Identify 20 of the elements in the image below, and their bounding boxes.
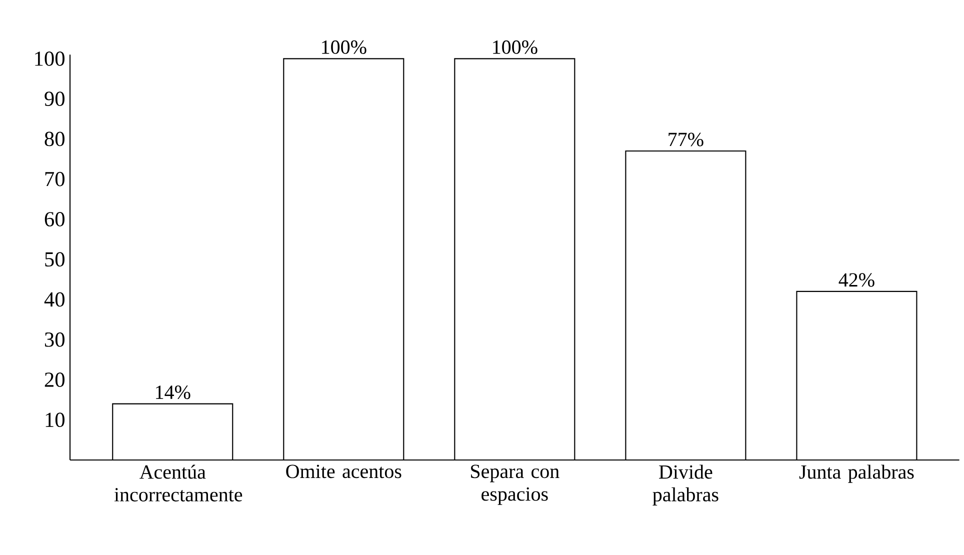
y-tick-label: 40 — [44, 292, 64, 307]
data-label: 100% — [493, 40, 538, 54]
y-tick-label: 20 — [44, 372, 64, 388]
data-label: 14% — [156, 386, 190, 400]
y-tick-label: 100 — [35, 52, 64, 66]
y-tick-label: 90 — [44, 92, 64, 106]
data-label: 42% — [838, 273, 874, 287]
x-tick-label: Junta palabras — [799, 464, 914, 484]
y-tick-label: 50 — [45, 252, 64, 267]
x-tick-label: Separa con espacios — [471, 464, 560, 506]
y-tick-label: 70 — [45, 172, 64, 186]
y-tick-label: 80 — [44, 132, 64, 146]
y-tick-label: 10 — [46, 412, 64, 428]
x-tick-label: Divide palabras — [652, 464, 718, 506]
x-tick-label: Omite acentos — [286, 464, 402, 478]
data-label: 100% — [322, 40, 366, 54]
data-label: 77% — [668, 132, 704, 146]
y-tick-label: 60 — [44, 212, 64, 227]
x-tick-label: Acentúa incorrectamente — [114, 464, 242, 502]
y-tick-label: 30 — [44, 332, 64, 347]
